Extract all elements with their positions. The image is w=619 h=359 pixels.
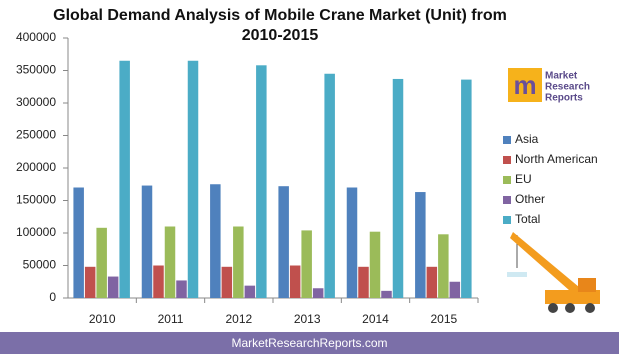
- crane-wheel: [585, 303, 595, 313]
- x-tick-label: 2013: [294, 312, 321, 326]
- logo-text: Reports: [545, 93, 583, 104]
- bar: [153, 265, 164, 298]
- crane-boom: [510, 232, 585, 298]
- footer: MarketResearchReports.com: [0, 332, 619, 354]
- bar: [289, 265, 301, 298]
- bar: [449, 281, 461, 298]
- bar: [164, 226, 176, 298]
- logo-text: Research: [545, 82, 590, 93]
- legend-swatch: [503, 216, 511, 224]
- logo-mark: [508, 68, 542, 102]
- chart-title: Global Demand Analysis of Mobile Crane M…: [53, 7, 507, 44]
- bar: [426, 266, 438, 298]
- legend-swatch: [503, 176, 511, 184]
- y-tick-label: 300000: [16, 95, 56, 109]
- bar: [141, 185, 153, 298]
- bar: [244, 285, 256, 298]
- legend-swatch: [503, 156, 511, 164]
- y-tick-label: 0: [49, 290, 56, 304]
- legend-label: Total: [515, 212, 540, 226]
- crane-wheel: [565, 303, 575, 313]
- bar: [278, 186, 289, 298]
- bar: [369, 231, 381, 298]
- legend-swatch: [503, 136, 511, 144]
- legend-swatch: [503, 196, 511, 204]
- y-tick-label: 200000: [16, 160, 56, 174]
- y-tick-label: 50000: [23, 258, 57, 272]
- logo-text: Market: [545, 71, 578, 82]
- y-tick-label: 350000: [16, 63, 56, 77]
- crane-cab: [578, 278, 596, 292]
- bar: [187, 60, 199, 298]
- bar: [358, 266, 369, 298]
- crane-body: [545, 290, 600, 304]
- bar: [324, 73, 335, 298]
- crane-wheel: [548, 303, 558, 313]
- bar: [119, 60, 130, 298]
- y-tick-label: 150000: [16, 193, 56, 207]
- bar: [312, 288, 324, 298]
- legend-label: EU: [515, 172, 532, 186]
- logo-m: m: [513, 70, 536, 100]
- bar: [233, 226, 244, 298]
- legend-label: North American: [515, 152, 598, 166]
- logo: m Market Research Reports: [508, 68, 590, 104]
- crane-illustration: [507, 232, 600, 313]
- bar: [96, 227, 107, 298]
- x-tick-label: 2015: [430, 312, 457, 326]
- x-tick-label: 2010: [89, 312, 116, 326]
- x-tick-label: 2012: [225, 312, 252, 326]
- y-tick-label: 100000: [16, 225, 56, 239]
- x-tick-label: 2011: [158, 312, 184, 326]
- legend-label: Other: [515, 192, 545, 206]
- bar: [301, 230, 312, 298]
- bar: [392, 78, 404, 298]
- y-tick-label: 250000: [16, 128, 56, 142]
- bar: [461, 79, 472, 298]
- y-tick-label: 400000: [16, 30, 56, 44]
- bar: [415, 192, 426, 298]
- bar: [256, 65, 267, 298]
- bar: [221, 266, 233, 298]
- bar: [346, 187, 358, 298]
- crane-load: [507, 272, 527, 277]
- bar: [176, 280, 187, 298]
- bar: [107, 276, 119, 298]
- bar: [73, 187, 84, 298]
- x-tick-label: 2014: [362, 312, 389, 326]
- bar: [210, 184, 221, 298]
- bar: [381, 290, 392, 298]
- bar: [438, 234, 449, 298]
- bar: [84, 266, 96, 298]
- legend-label: Asia: [515, 132, 539, 146]
